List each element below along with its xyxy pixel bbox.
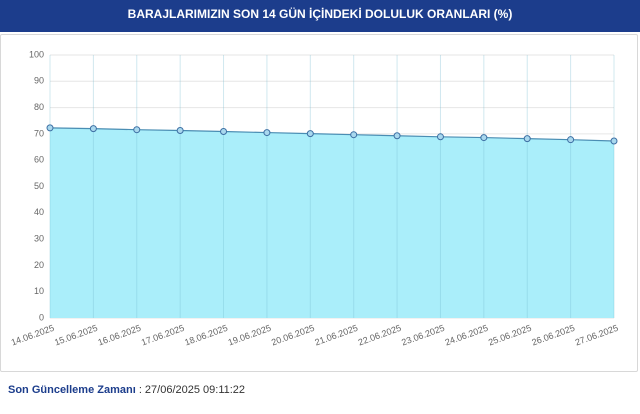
line <box>49 127 615 142</box>
update-value: : 27/06/2025 09:11:22 <box>135 384 246 396</box>
point <box>567 136 575 144</box>
point <box>436 133 444 141</box>
x-tick-label: 16.06.2025 <box>97 323 143 348</box>
y-tick-label: 30 <box>34 233 44 243</box>
point <box>89 125 97 133</box>
y-tick-label: 100 <box>29 49 44 59</box>
x-tick-label: 20.06.2025 <box>270 323 316 348</box>
y-tick-label: 50 <box>34 181 44 191</box>
chart: 0 10 20 30 40 50 60 70 80 90 100 14.06.202515.06.20… <box>10 49 620 348</box>
chart-frame <box>0 34 638 372</box>
point <box>263 129 271 137</box>
point <box>306 130 314 138</box>
update-label: Son Güncelleme Zamanı <box>8 384 136 396</box>
y-tick-label: 80 <box>34 102 44 112</box>
point <box>133 126 141 134</box>
x-tick-label: 15.06.2025 <box>53 323 99 348</box>
y-tick-label: 70 <box>34 128 44 138</box>
x-tick-label: 21.06.2025 <box>313 323 359 348</box>
point <box>46 124 54 132</box>
y-tick-label: 20 <box>34 260 44 270</box>
point <box>393 132 401 140</box>
point <box>220 128 228 136</box>
point <box>523 135 531 143</box>
chart-title: BARAJLARIMIZIN SON 14 GÜN İÇİNDEKİ DOLUL… <box>0 0 640 32</box>
area <box>50 127 614 318</box>
update-info: Son Güncelleme Zamanı : 27/06/2025 09:11… <box>8 384 245 396</box>
y-tick-label: 60 <box>34 155 44 165</box>
x-tick-label: 17.06.2025 <box>140 323 186 348</box>
x-tick-label: 26.06.2025 <box>530 323 576 348</box>
x-tick-label: 24.06.2025 <box>444 323 490 348</box>
point <box>480 134 488 142</box>
x-tick-label: 19.06.2025 <box>227 323 273 348</box>
x-tick-label: 22.06.2025 <box>357 323 403 348</box>
point <box>350 131 358 139</box>
x-tick-label: 18.06.2025 <box>183 323 229 348</box>
x-tick-label: 23.06.2025 <box>400 323 446 348</box>
y-tick-label: 90 <box>34 76 44 86</box>
y-tick-label: 10 <box>34 286 44 296</box>
y-tick-label: 0 <box>39 312 44 322</box>
x-tick-label: 14.06.2025 <box>10 323 56 348</box>
x-tick-label: 25.06.2025 <box>487 323 533 348</box>
x-tick-label: 27.06.2025 <box>574 323 620 348</box>
point <box>610 137 618 145</box>
point <box>176 126 184 134</box>
y-tick-label: 40 <box>34 207 44 217</box>
